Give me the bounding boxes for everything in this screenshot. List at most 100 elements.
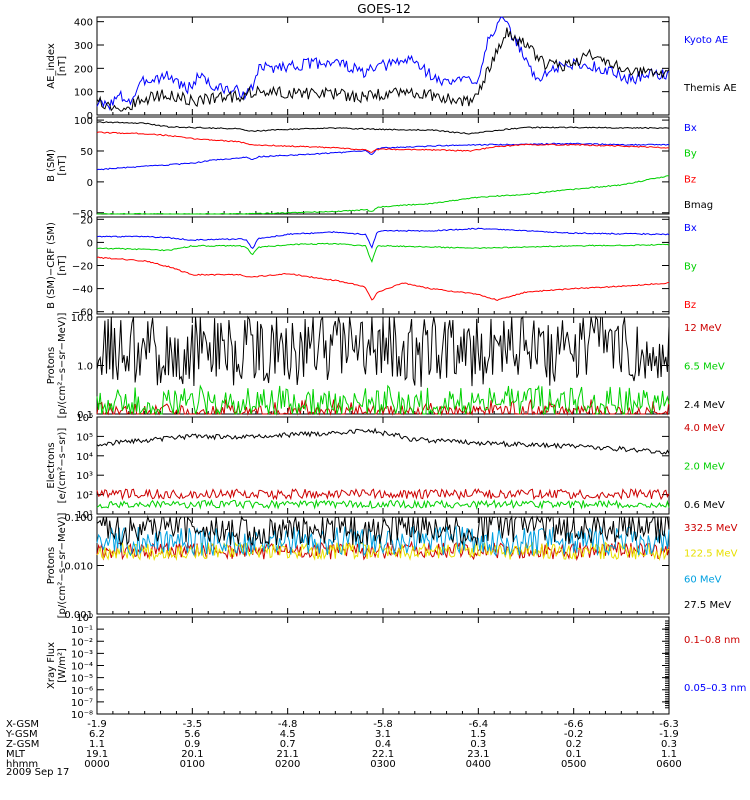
footer-value: 1.1	[89, 739, 105, 750]
series-line	[96, 427, 670, 455]
legend-entry: Bx	[684, 223, 697, 234]
series-line	[96, 515, 670, 547]
y-tick-label: −20	[72, 262, 93, 273]
footer-row-label: X-GSM	[6, 719, 39, 730]
series-line	[96, 227, 670, 249]
footer-value: 0300	[370, 759, 395, 770]
footer-value: 3.1	[375, 729, 391, 740]
panel-6: 0.001 0.010 0.100 Protons [p/(cm²−s−sr−MeV)]…	[46, 512, 738, 621]
y-axis-label: B (SM)−CRF (SM)	[46, 222, 57, 309]
legend-entry: By	[684, 149, 697, 160]
legend-entry: Bz	[684, 300, 696, 311]
series-line	[97, 242, 670, 263]
y-tick-label: 20	[80, 215, 93, 226]
footer-value: 0.3	[470, 739, 486, 750]
series-line	[96, 121, 670, 135]
footer-value: -5.8	[373, 719, 393, 730]
y-tick-label: 0.001	[64, 610, 93, 621]
y-tick-label: 10⁻⁷	[71, 698, 93, 709]
y-tick-label: 10⁶	[76, 413, 93, 424]
footer-value: 0500	[561, 759, 586, 770]
legend-entry: 6.5 MeV	[684, 362, 725, 373]
footer-value: 0200	[275, 759, 300, 770]
y-axis-label: [nT]	[57, 155, 68, 175]
y-tick-label: −40	[72, 285, 93, 296]
coordinate-footer: 2009 Sep 17 X-GSM -1.9 -3.5 -4.8 -5.8 -6.4 -6.…	[5, 719, 682, 778]
footer-value: 0600	[656, 759, 681, 770]
y-tick-label: 400	[74, 18, 93, 29]
panel-5: 10¹ 10² 10³ 10⁴ 10⁵ 10⁶ Electrons [e/(cm²−s−sr)…	[46, 413, 725, 521]
y-tick-label: 10³	[76, 471, 93, 482]
legend-entry: 27.5 MeV	[684, 600, 731, 611]
footer-row-label: MLT	[6, 749, 26, 760]
y-axis-label: [nT]	[57, 56, 68, 76]
panel-frame	[96, 416, 670, 515]
footer-value: -1.9	[659, 729, 679, 740]
panel-frame	[96, 116, 670, 215]
y-axis-label: [W/m²]	[57, 648, 68, 683]
panel-frame	[96, 616, 670, 715]
y-tick-label: 200	[74, 64, 93, 75]
footer-value: 0100	[180, 759, 205, 770]
footer-value: -6.6	[564, 719, 584, 730]
legend-entry: 0.6 MeV	[684, 500, 725, 511]
y-axis-label: [p/(cm²−s−sr−MeV)]	[57, 512, 68, 618]
series-line	[96, 27, 670, 112]
legend-entry: 60 MeV	[684, 574, 722, 585]
footer-value: 23.1	[467, 749, 489, 760]
y-tick-label: 100	[74, 116, 93, 127]
y-tick-label: 10⁵	[76, 432, 93, 443]
legend-entry: 12 MeV	[684, 323, 722, 334]
footer-row-label: Y-GSM	[5, 729, 38, 740]
y-tick-label: 10⁻⁸	[71, 710, 93, 721]
y-tick-label: 300	[74, 41, 93, 52]
y-tick-label: 0	[87, 238, 93, 249]
y-axis-label: [e/(cm²−s−sr)]	[57, 428, 68, 504]
series-line	[96, 487, 670, 501]
footer-value: 5.6	[184, 729, 200, 740]
panel-frame	[96, 216, 670, 315]
legend-entry: Bx	[684, 123, 697, 134]
footer-value: -6.4	[469, 719, 489, 730]
y-tick-label: 10⁻⁵	[71, 674, 93, 685]
footer-row-label: Z-GSM	[6, 739, 39, 750]
panel-2: −50 0 50 100 B (SM) [nT] Bx By Bz Bmag	[46, 116, 713, 220]
footer-value: -1.9	[87, 719, 107, 730]
y-tick-label: 10⁻³	[71, 649, 93, 660]
series-line	[96, 524, 670, 557]
footer-row-label: hhmm	[6, 759, 38, 770]
legend-entry: 4.0 MeV	[684, 423, 725, 434]
y-tick-label: 10¹	[76, 510, 93, 521]
footer-value: 0400	[466, 759, 491, 770]
y-tick-label: 0	[87, 111, 93, 122]
date-label: 2009 Sep 17	[6, 767, 69, 778]
footer-value: 4.5	[280, 729, 296, 740]
footer-value: -6.3	[659, 719, 679, 730]
y-tick-label: 10⁰	[76, 613, 93, 624]
y-tick-label: 10⁻⁴	[71, 662, 93, 673]
y-tick-label: 0.010	[64, 562, 93, 573]
plot-title: GOES-12	[357, 2, 411, 16]
footer-value: 1.1	[661, 749, 677, 760]
y-axis-label: B (SM)	[46, 149, 57, 182]
y-tick-label: 10²	[76, 491, 93, 502]
legend-entry: 332.5 MeV	[684, 523, 738, 534]
legend-entry: By	[684, 262, 697, 273]
y-tick-label: 10⁻¹	[71, 625, 93, 636]
legend-entry: 122.5 MeV	[684, 549, 738, 560]
series-line	[96, 498, 670, 510]
y-tick-label: −50	[72, 209, 93, 220]
y-axis-label: AE_index	[46, 43, 57, 89]
panel-3: −60 −40 −20 0 20 B (SM)−CRF (SM) [nT] Bx By Bz	[46, 215, 697, 318]
footer-value: 22.1	[372, 749, 394, 760]
footer-value: 0.1	[566, 749, 582, 760]
legend-entry: Themis AE	[683, 83, 737, 94]
footer-value: 21.1	[277, 749, 299, 760]
legend-entry: 2.0 MeV	[684, 462, 725, 473]
y-axis-label: Electrons	[46, 442, 57, 488]
y-tick-label: 1.0	[77, 362, 93, 373]
footer-value: 0.4	[375, 739, 391, 750]
